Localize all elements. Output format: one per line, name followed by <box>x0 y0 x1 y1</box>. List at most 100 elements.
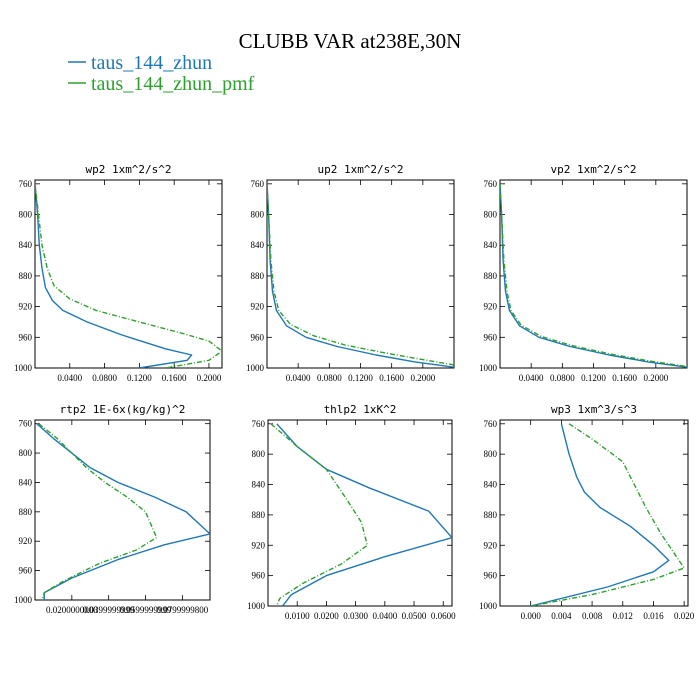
plot-frame <box>499 419 689 607</box>
series-line-zhun <box>36 423 210 600</box>
y-tick-label: 880 <box>19 507 33 517</box>
plot-frame <box>34 419 211 601</box>
y-tick-label: 760 <box>19 179 33 189</box>
y-tick-label: 840 <box>484 240 498 250</box>
y-tick-label: 880 <box>484 510 498 520</box>
panel-5: thlp2 1xK^2 760 800 840 880 920 960 1000 0.0100 0… <box>247 403 456 621</box>
x-tick-label: 0.1600 <box>379 373 404 383</box>
y-tick-label: 1000 <box>479 601 498 611</box>
y-tick-label: 1000 <box>14 363 33 373</box>
figure-title: CLUBB VAR at238E,30N <box>239 29 462 53</box>
y-tick-label: 840 <box>19 240 33 250</box>
series-line-zhun-pmf <box>530 423 685 606</box>
y-tick-label: 840 <box>484 480 498 490</box>
plot-frame <box>34 179 223 369</box>
panel-title: up2 1xm^2/s^2 <box>317 163 403 176</box>
y-tick-label: 880 <box>251 271 265 281</box>
x-tick-label: 0.004 <box>551 611 572 621</box>
series-line-zhun <box>35 183 193 368</box>
x-tick-label: 0.000 <box>521 611 542 621</box>
y-tick-label: 1000 <box>479 363 498 373</box>
panel-title: wp3 1xm^3/s^3 <box>551 403 637 416</box>
y-tick-label: 760 <box>484 419 498 429</box>
x-tick-label: 0.1200 <box>348 373 373 383</box>
series-line-zhun-pmf <box>35 183 222 368</box>
y-tick-label: 960 <box>484 571 498 581</box>
x-tick-label: 0.0400 <box>57 373 82 383</box>
x-tick-label: 0.0799999800 <box>156 605 208 615</box>
y-tick-label: 960 <box>251 332 265 342</box>
x-tick-label: 0.0800 <box>92 373 117 383</box>
y-tick-label: 1000 <box>247 601 266 611</box>
series-line-zhun <box>500 183 687 368</box>
x-tick-label: 0.020 <box>674 611 695 621</box>
x-tick-label: 0.0500 <box>402 611 427 621</box>
y-tick-label: 960 <box>19 566 33 576</box>
series-line-zhun-pmf <box>500 183 687 368</box>
series-line-zhun <box>530 423 670 606</box>
panel-title: thlp2 1xK^2 <box>324 403 397 416</box>
x-tick-label: 0.0399999999 <box>83 605 135 615</box>
y-tick-label: 1000 <box>14 595 33 605</box>
x-tick-label: 0.2000 <box>410 373 435 383</box>
y-tick-label: 960 <box>252 571 266 581</box>
x-tick-label: 0.0200000000 <box>46 605 98 615</box>
series-line-zhun-pmf <box>270 423 368 606</box>
panel-title: rtp2 1E-6x(kg/kg)^2 <box>60 403 186 416</box>
panels: wp2 1xm^2/s^2 760 800 840 880 920 960 1000 0.040… <box>14 163 695 621</box>
y-tick-label: 800 <box>19 210 33 220</box>
legend-label-1: taus_144_zhun <box>91 52 212 74</box>
y-tick-label: 840 <box>252 480 266 490</box>
x-tick-label: 0.0800 <box>317 373 342 383</box>
x-tick-label: 0.016 <box>643 611 664 621</box>
plot-frame <box>266 179 455 369</box>
series-line-zhun-pmf <box>267 183 454 366</box>
x-tick-label: 0.0400 <box>372 611 397 621</box>
panel-3: vp2 1xm^2/s^2 760 800 840 880 920 960 1000 0.040… <box>479 163 688 383</box>
y-tick-label: 800 <box>484 449 498 459</box>
panel-1: wp2 1xm^2/s^2 760 800 840 880 920 960 1000 0.040… <box>14 163 223 383</box>
x-tick-label: 0.0200 <box>314 611 339 621</box>
y-tick-label: 840 <box>251 240 265 250</box>
y-tick-label: 800 <box>484 210 498 220</box>
panel-4: rtp2 1E-6x(kg/kg)^2 760 800 840 880 920 960 100… <box>14 403 211 615</box>
y-tick-label: 840 <box>19 477 33 487</box>
plot-frame <box>267 419 453 607</box>
x-tick-label: 0.008 <box>582 611 603 621</box>
series-line-zhun-pmf <box>38 423 158 600</box>
plot-frame <box>499 179 688 369</box>
panel-2: up2 1xm^2/s^2 760 800 840 880 920 960 1000 0.040… <box>246 163 455 383</box>
y-tick-label: 760 <box>19 419 33 429</box>
x-tick-label: 0.0400 <box>286 373 311 383</box>
x-tick-label: 0.1600 <box>612 373 637 383</box>
y-tick-label: 880 <box>484 271 498 281</box>
y-tick-label: 760 <box>252 419 266 429</box>
y-tick-label: 800 <box>251 210 265 220</box>
y-tick-label: 920 <box>251 302 265 312</box>
y-tick-label: 1000 <box>246 363 265 373</box>
y-tick-label: 920 <box>484 302 498 312</box>
y-tick-label: 760 <box>251 179 265 189</box>
y-tick-label: 920 <box>484 540 498 550</box>
legend: taus_144_zhun taus_144_zhun_pmf <box>68 52 255 95</box>
x-tick-label: 0.0599999999 <box>120 605 172 615</box>
y-tick-label: 800 <box>252 449 266 459</box>
panel-title: wp2 1xm^2/s^2 <box>85 163 171 176</box>
x-tick-label: 0.1200 <box>127 373 152 383</box>
x-tick-label: 0.1200 <box>581 373 606 383</box>
x-tick-label: 0.1600 <box>162 373 187 383</box>
x-tick-label: 0.012 <box>613 611 633 621</box>
x-tick-label: 0.0800 <box>550 373 575 383</box>
series-line-zhun <box>267 183 454 368</box>
x-tick-label: 0.2000 <box>643 373 668 383</box>
y-tick-label: 960 <box>19 332 33 342</box>
x-tick-label: 0.0100 <box>285 611 310 621</box>
y-tick-label: 920 <box>252 540 266 550</box>
panel-title: vp2 1xm^2/s^2 <box>550 163 636 176</box>
x-tick-label: 0.0400 <box>519 373 544 383</box>
x-tick-label: 0.0600 <box>431 611 456 621</box>
y-tick-label: 880 <box>19 271 33 281</box>
legend-label-2: taus_144_zhun_pmf <box>91 73 255 95</box>
y-tick-label: 880 <box>252 510 266 520</box>
